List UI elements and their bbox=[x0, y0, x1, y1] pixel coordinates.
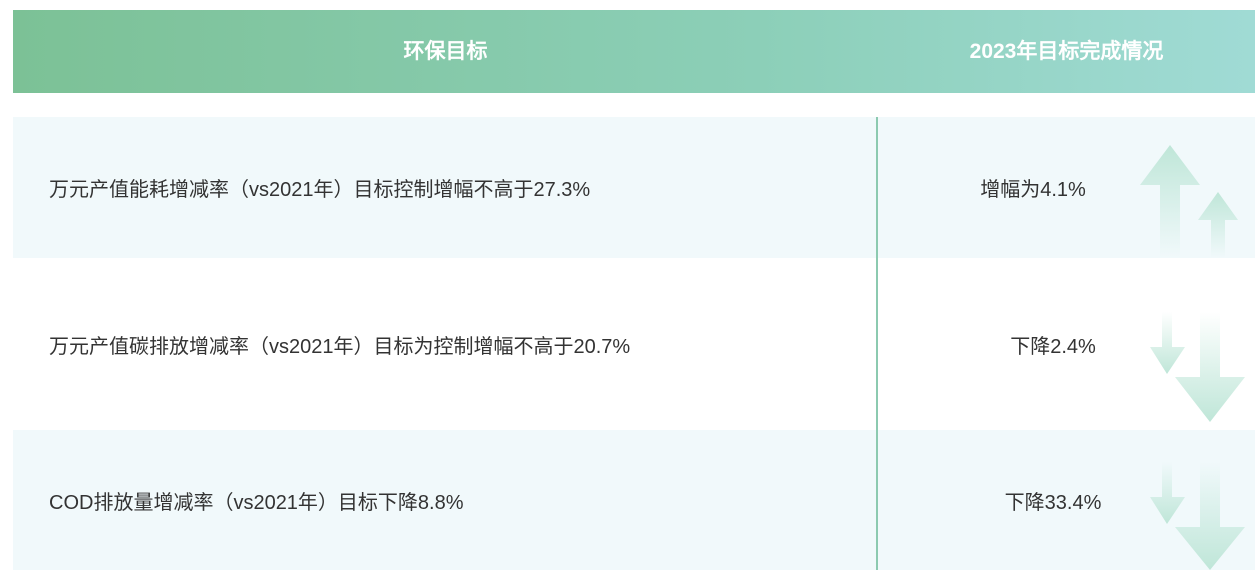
table-row: COD排放量增减率（vs2021年）目标下降8.8% 下降33.4% bbox=[13, 430, 1255, 570]
table-row: 万元产值能耗增减率（vs2021年）目标控制增幅不高于27.3% 增幅为4.1% bbox=[13, 117, 1255, 258]
table-header: 环保目标 2023年目标完成情况 bbox=[13, 10, 1255, 93]
result-cell: 增幅为4.1% bbox=[980, 179, 1086, 201]
goal-cell: 万元产值能耗增减率（vs2021年）目标控制增幅不高于27.3% bbox=[49, 179, 591, 201]
down-arrows bbox=[1150, 462, 1245, 570]
column-divider bbox=[876, 117, 878, 570]
up-arrows bbox=[1140, 145, 1238, 258]
header-cell: 2023年目标完成情况 bbox=[969, 40, 1164, 63]
goal-cell: 万元产值碳排放增减率（vs2021年）目标为控制增幅不高于20.7% bbox=[49, 335, 631, 358]
result-cell: 下降33.4% bbox=[1004, 491, 1102, 514]
down-arrows bbox=[1150, 312, 1245, 422]
table-row: 万元产值碳排放增减率（vs2021年）目标为控制增幅不高于20.7% 下降2.4… bbox=[13, 258, 1255, 430]
goal-cell: COD排放量增减率（vs2021年）目标下降8.8% bbox=[49, 491, 464, 514]
header-cell: 环保目标 bbox=[403, 40, 488, 63]
result-cell: 下降2.4% bbox=[1010, 335, 1096, 358]
